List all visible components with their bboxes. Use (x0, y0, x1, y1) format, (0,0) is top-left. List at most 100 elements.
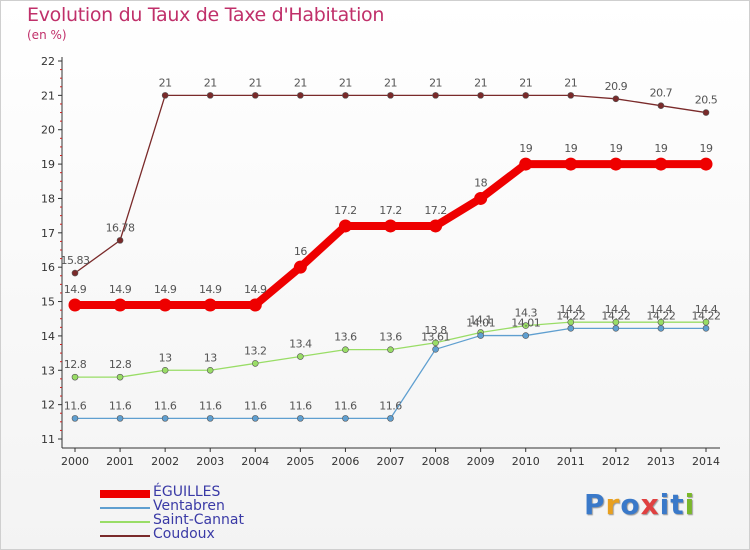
data-point (206, 415, 214, 422)
data-point (519, 157, 533, 171)
data-label: 11.6 (109, 399, 132, 412)
data-point (113, 298, 127, 312)
data-point (387, 415, 394, 422)
data-label: 18 (474, 176, 487, 189)
data-point (429, 219, 443, 233)
data-point (71, 373, 79, 381)
data-point (116, 415, 124, 422)
y-tick-label: 16 (41, 261, 55, 274)
data-label: 11.6 (334, 399, 357, 412)
series-line-coudoux (74, 94, 707, 274)
data-point (248, 298, 262, 312)
logo-letter: x (640, 488, 660, 521)
data-label: 21 (159, 76, 172, 89)
data-label: 14.9 (244, 283, 267, 296)
y-tick-label: 21 (41, 89, 55, 102)
data-point (387, 92, 394, 99)
data-label: 13 (159, 351, 172, 364)
data-label: 11.6 (244, 399, 267, 412)
y-tick-label: 18 (41, 192, 55, 205)
data-point (564, 157, 578, 171)
data-point (702, 325, 710, 332)
data-point (567, 325, 575, 332)
data-point (384, 219, 397, 233)
data-point (293, 260, 307, 274)
y-tick-label: 12 (41, 399, 55, 412)
y-tick-label: 22 (41, 55, 55, 68)
logo-letter: r (605, 488, 621, 521)
data-point (657, 102, 665, 109)
data-label: 19 (519, 142, 532, 155)
data-label: 21 (519, 76, 532, 89)
legend-swatch (100, 535, 150, 537)
data-point (474, 191, 488, 205)
data-label: 20.7 (650, 87, 673, 100)
data-label: 19 (564, 142, 577, 155)
x-tick-label: 2003 (196, 455, 224, 468)
logo-letter: i (659, 488, 671, 521)
data-point (297, 415, 304, 422)
data-label: 14.4 (650, 303, 673, 316)
data-point (203, 298, 217, 312)
data-point (609, 157, 623, 171)
data-label: 21 (564, 76, 577, 89)
data-point (338, 219, 352, 233)
x-tick-label: 2007 (377, 455, 405, 468)
data-point (161, 366, 169, 374)
data-point (522, 92, 530, 99)
proxiti-logo: Proxiti (584, 488, 695, 521)
data-label: 17.2 (334, 204, 357, 217)
x-tick-label: 2014 (692, 455, 720, 468)
x-tick-label: 2004 (241, 455, 269, 468)
x-tick-label: 2012 (602, 455, 630, 468)
data-label: 14.9 (109, 283, 132, 296)
data-point (161, 415, 169, 422)
data-point (206, 366, 214, 374)
x-tick-label: 2013 (647, 455, 675, 468)
x-tick-label: 2001 (106, 455, 134, 468)
data-label: 13.8 (424, 324, 447, 337)
data-label: 16 (294, 245, 307, 258)
data-point (251, 92, 259, 99)
data-point (297, 353, 304, 360)
data-point (702, 109, 710, 116)
data-label: 11.6 (289, 399, 312, 412)
y-tick-label: 17 (41, 227, 55, 240)
data-point (342, 92, 349, 99)
x-tick-label: 2011 (557, 455, 585, 468)
data-label: 11.6 (379, 399, 402, 412)
data-point (387, 346, 394, 353)
data-label: 13.2 (244, 344, 267, 357)
data-label: 21 (249, 76, 262, 89)
data-label: 14.22 (692, 309, 721, 322)
data-label: 16.78 (106, 221, 135, 234)
x-tick-label: 2005 (286, 455, 314, 468)
data-point (116, 373, 124, 381)
data-label: 19 (700, 142, 713, 155)
x-tick-label: 2008 (422, 455, 450, 468)
data-point (654, 157, 668, 171)
data-label: 14.4 (605, 303, 628, 316)
data-label: 15.83 (61, 254, 90, 267)
data-label: 12.8 (64, 358, 87, 371)
data-point (657, 325, 665, 332)
data-point (567, 92, 575, 99)
data-point (432, 92, 439, 99)
data-point (432, 339, 439, 347)
data-label: 14.22 (646, 309, 675, 322)
data-label: 14.4 (695, 303, 718, 316)
x-tick-label: 2002 (151, 455, 179, 468)
data-label: 19 (654, 142, 667, 155)
legend-swatch (100, 490, 150, 498)
data-point (699, 157, 713, 171)
data-label: 14.1 (469, 313, 492, 326)
data-point (116, 237, 124, 244)
data-point (477, 92, 484, 99)
data-point (206, 92, 214, 99)
data-point (342, 346, 349, 353)
y-tick-label: 11 (41, 433, 55, 446)
data-label: 14.9 (199, 283, 222, 296)
data-point (477, 332, 484, 339)
